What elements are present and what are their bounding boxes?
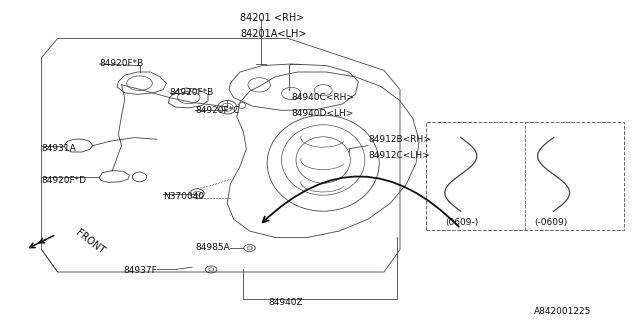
Text: (0609-): (0609-) — [445, 218, 478, 227]
Text: 84985A: 84985A — [196, 244, 230, 252]
Text: FRONT: FRONT — [74, 228, 106, 256]
Text: 84940C<RH>: 84940C<RH> — [291, 93, 354, 102]
Text: 84920F*C: 84920F*C — [195, 106, 239, 115]
Text: A842001225: A842001225 — [534, 308, 592, 316]
Text: 84937F: 84937F — [123, 266, 157, 275]
Text: 84931A: 84931A — [42, 144, 76, 153]
Text: 84912C<LH>: 84912C<LH> — [368, 151, 429, 160]
Text: 84912B<RH>: 84912B<RH> — [368, 135, 431, 144]
Text: 84201 <RH>: 84201 <RH> — [240, 12, 305, 23]
Text: 84940Z: 84940Z — [269, 298, 303, 307]
Text: 84201A<LH>: 84201A<LH> — [240, 28, 307, 39]
Bar — [426, 122, 624, 230]
Text: N370040: N370040 — [163, 192, 204, 201]
Text: 84920F*D: 84920F*D — [42, 176, 86, 185]
Text: 84920F*B: 84920F*B — [170, 88, 214, 97]
Text: 84940D<LH>: 84940D<LH> — [291, 109, 353, 118]
Text: (-0609): (-0609) — [534, 218, 568, 227]
Text: 84920F*B: 84920F*B — [99, 60, 143, 68]
